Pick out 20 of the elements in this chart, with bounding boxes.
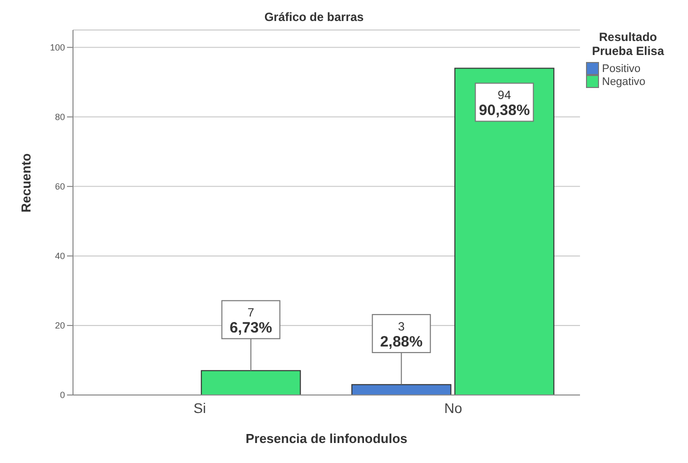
x-tick-label: No bbox=[444, 400, 462, 416]
y-tick-label: 20 bbox=[54, 320, 65, 331]
data-label: 3 2,88% bbox=[380, 320, 423, 351]
y-axis-title: Recuento bbox=[18, 153, 34, 212]
legend-label: Negativo bbox=[602, 76, 646, 88]
y-tick-label: 60 bbox=[54, 182, 65, 192]
bar bbox=[351, 384, 452, 395]
data-label: 94 90,38% bbox=[478, 88, 530, 120]
y-tick-label: 80 bbox=[54, 112, 65, 122]
x-tick-label: Si bbox=[194, 400, 206, 416]
chart-title: Gráfico de barras bbox=[263, 10, 365, 24]
legend-label: Positivo bbox=[602, 62, 641, 74]
x-axis-title: Presencia de linfonodulos bbox=[246, 431, 408, 446]
legend-title: Resultado Prueba Elisa bbox=[590, 30, 666, 58]
y-tick-label: 100 bbox=[50, 42, 65, 53]
y-tick-label: 0 bbox=[60, 390, 65, 400]
data-label: 7 6,73% bbox=[230, 306, 272, 337]
bar bbox=[200, 370, 301, 395]
bar bbox=[454, 68, 554, 395]
y-tick-label: 40 bbox=[54, 251, 65, 262]
